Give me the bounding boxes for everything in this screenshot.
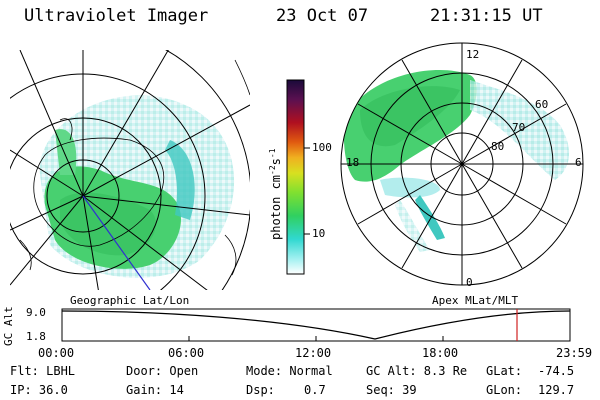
mlat-label-80: 80 xyxy=(491,140,505,153)
glat-label: GLat: xyxy=(486,364,523,378)
date-label: 23 Oct 07 xyxy=(276,6,369,26)
mlt-label-0: 0 xyxy=(466,276,473,289)
altitude-xtick-3: 18:00 xyxy=(422,346,459,360)
altitude-ytick-low: 1.8 xyxy=(26,330,46,343)
door-info: Door: Open xyxy=(126,364,199,378)
mode-info: Mode: Normal xyxy=(246,364,333,378)
colorbar-title-exp2: -1 xyxy=(268,148,277,159)
gain-info: Gain: 14 xyxy=(126,383,184,397)
polar-image xyxy=(340,42,584,286)
colorbar xyxy=(286,79,310,275)
geographic-label: Geographic Lat/Lon xyxy=(70,294,190,307)
colorbar-tick-10: 10 xyxy=(312,227,326,240)
mlt-label-18: 18 xyxy=(346,156,360,169)
altitude-xtick-1: 06:00 xyxy=(168,346,205,360)
app-title: Ultraviolet Imager xyxy=(24,6,209,26)
apex-label: Apex MLat/MLT xyxy=(432,294,519,307)
colorbar-title: photon cm-2s-1 xyxy=(268,148,283,240)
geographic-image xyxy=(10,50,250,290)
time-label: 21:31:15 UT xyxy=(430,6,543,26)
altitude-xtick-2: 12:00 xyxy=(295,346,332,360)
glon-label: GLon: xyxy=(486,383,523,397)
ip-info: IP: 36.0 xyxy=(10,383,68,397)
altitude-plot xyxy=(61,308,571,342)
colorbar-title-s: s xyxy=(269,158,283,166)
mlat-label-70: 70 xyxy=(512,121,526,134)
glon-value: 129.7 xyxy=(538,383,575,397)
colorbar-title-exp1: -2 xyxy=(268,165,277,175)
dsp-label: Dsp: xyxy=(246,383,275,397)
altitude-ytick-high: 9.0 xyxy=(26,306,46,319)
mlt-label-12: 12 xyxy=(466,48,480,61)
glat-value: -74.5 xyxy=(538,364,575,378)
mlt-label-6: 6 xyxy=(575,156,582,169)
gcalt-info: GC Alt: 8.3 Re xyxy=(366,364,468,378)
mlat-label-60: 60 xyxy=(535,98,549,111)
flt-info: Flt: LBHL xyxy=(10,364,76,378)
dsp-value: 0.7 xyxy=(304,383,326,397)
altitude-xtick-0: 00:00 xyxy=(38,346,75,360)
colorbar-title-unit: photon cm xyxy=(269,174,283,240)
colorbar-tick-100: 100 xyxy=(312,141,332,154)
seq-info: Seq: 39 xyxy=(366,383,417,397)
altitude-xtick-4: 23:59 xyxy=(556,346,593,360)
altitude-ylabel: GC Alt xyxy=(2,306,15,346)
